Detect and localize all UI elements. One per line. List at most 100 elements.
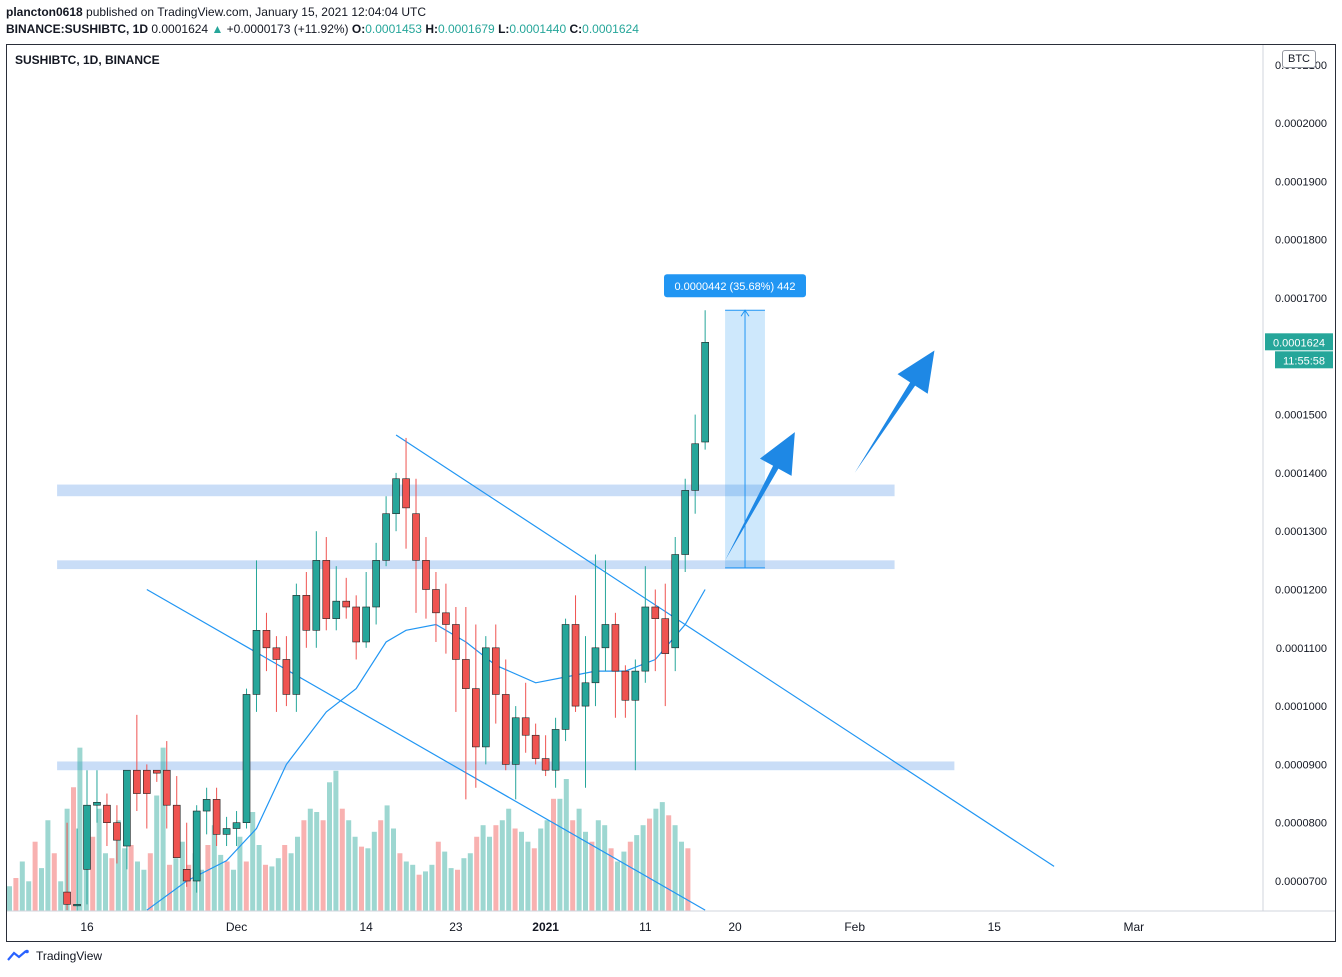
volume-bar: [602, 825, 608, 911]
volume-bar: [7, 886, 12, 911]
candle: [342, 577, 351, 619]
candle-body: [491, 647, 500, 695]
candle-body: [133, 769, 141, 794]
volume-bar: [359, 846, 364, 911]
volume-bar: [423, 871, 428, 911]
ohlc-header: BINANCE:SUSHIBTC, 1D 0.0001624 ▲ +0.0000…: [6, 22, 639, 36]
candle: [63, 822, 71, 911]
candle: [452, 606, 460, 712]
volume-bar: [307, 808, 313, 911]
candle-body: [143, 769, 151, 794]
candle-body: [93, 801, 101, 806]
candle-body: [232, 822, 241, 829]
volume-bar: [538, 828, 544, 911]
volume-bar: [282, 845, 288, 911]
candle: [302, 572, 311, 648]
candle-body: [641, 606, 650, 672]
chart-frame[interactable]: [6, 44, 1336, 942]
candle-body: [252, 630, 261, 695]
candle: [561, 618, 570, 742]
candle: [272, 636, 281, 712]
candle: [212, 787, 221, 847]
volume-bar: [583, 831, 588, 911]
candle: [182, 822, 191, 887]
candle: [152, 769, 161, 782]
volume-bar: [96, 808, 102, 911]
volume-bar: [26, 881, 32, 911]
high-label: H:: [425, 22, 438, 36]
volume-bar: [378, 820, 384, 911]
volume-bar: [263, 864, 268, 911]
candle: [501, 659, 510, 771]
volume-bar: [435, 841, 441, 911]
volume-bar: [397, 853, 403, 911]
candle: [521, 682, 530, 753]
volume-bar: [512, 828, 518, 911]
symbol-label: BINANCE:SUSHIBTC, 1D: [6, 22, 149, 36]
candle-body: [222, 828, 231, 835]
volume-bar: [71, 787, 76, 911]
volume-bar: [448, 868, 454, 911]
candle-body: [412, 513, 420, 561]
candle-body: [661, 618, 670, 654]
time-tick-label: Mar: [1124, 920, 1145, 934]
volume-bar: [301, 820, 307, 911]
volume-bar: [160, 747, 166, 911]
candle-body: [581, 682, 590, 707]
candle-body: [462, 659, 470, 689]
time-tick-label: 20: [728, 920, 742, 934]
volume-bar: [346, 820, 352, 911]
footer-branding[interactable]: TradingView: [6, 949, 102, 963]
volume-bar: [269, 866, 275, 911]
volume-bar: [429, 864, 435, 911]
volume-bar: [250, 812, 256, 911]
author-name[interactable]: plancton0618: [6, 5, 83, 19]
time-tick-label: 15: [988, 920, 1002, 934]
volume-bar: [474, 836, 480, 911]
candle: [621, 665, 630, 718]
volume-bar: [339, 808, 345, 911]
candle-body: [302, 595, 311, 631]
volume-bar: [608, 848, 614, 911]
candle: [551, 717, 560, 788]
volume-bar: [211, 825, 217, 911]
candle-body: [422, 560, 430, 590]
volume-bar: [192, 853, 198, 911]
volume-bar: [154, 795, 160, 911]
time-tick-label: 2021: [532, 920, 559, 934]
volume-bar: [410, 864, 416, 911]
volume-bar: [243, 861, 249, 911]
volume-bar: [352, 836, 358, 911]
price-tick-label: 0.0001400: [1275, 468, 1327, 480]
volume-bar: [90, 836, 96, 911]
candle-body: [352, 606, 360, 643]
candle: [103, 793, 111, 847]
candle: [681, 478, 690, 573]
volume-bar: [480, 825, 486, 911]
countdown-tag: [1275, 351, 1333, 369]
candle-body: [481, 647, 490, 748]
tradingview-logo-icon: [7, 949, 29, 961]
price-tick-label: 0.0001800: [1275, 235, 1327, 247]
volume-bar: [672, 825, 678, 911]
volume-bar: [499, 820, 505, 911]
candle-body: [312, 560, 321, 631]
volume-bar: [519, 831, 524, 911]
candle-body: [292, 595, 301, 695]
volume-bar: [531, 848, 537, 911]
candle: [432, 572, 440, 642]
currency-badge[interactable]: BTC: [1282, 50, 1316, 68]
volume-bar: [653, 808, 659, 911]
candle: [162, 741, 171, 829]
candle: [701, 310, 709, 450]
volume-bar: [467, 853, 473, 911]
volume-bar: [115, 820, 121, 911]
candle-body: [382, 513, 390, 561]
low-value: 0.0001440: [509, 22, 567, 36]
low-label: L:: [498, 22, 510, 36]
volume-bar: [506, 808, 512, 911]
volume-bar: [109, 858, 115, 911]
trendline-1: [146, 588, 706, 911]
volume-bar: [455, 869, 460, 911]
